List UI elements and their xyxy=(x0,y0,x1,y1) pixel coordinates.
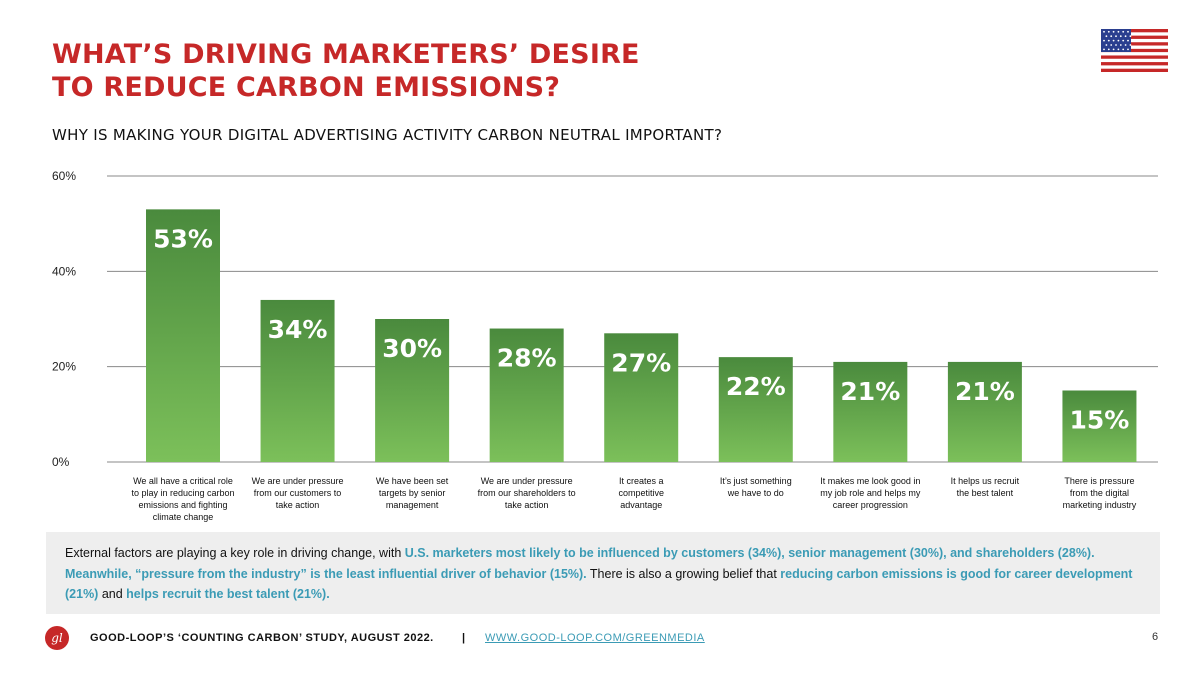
data-label: 22% xyxy=(726,372,786,401)
x-tick-label: It makes me look good in my job role and … xyxy=(820,476,921,510)
x-tick-label: We all have a critical role to play in re… xyxy=(131,476,234,522)
y-tick-label: 0% xyxy=(52,455,70,469)
data-label: 53% xyxy=(153,224,213,253)
data-label: 21% xyxy=(840,377,900,406)
greenmedia-link[interactable]: WWW.GOOD-LOOP.COM/GREENMEDIA xyxy=(485,632,705,644)
y-tick-label: 20% xyxy=(52,360,76,374)
x-tick-label: It’s just something we have to do xyxy=(720,476,792,498)
bar xyxy=(489,328,564,462)
data-label: 30% xyxy=(382,334,442,363)
bar xyxy=(146,209,220,462)
page-title: WHAT’S DRIVING MARKETERS’ DESIRE TO REDU… xyxy=(52,38,640,104)
bar xyxy=(1062,390,1137,462)
data-label: 28% xyxy=(497,344,557,373)
data-label: 27% xyxy=(611,348,671,377)
x-tick-label: It creates a competitive advantage xyxy=(618,476,664,510)
x-tick-label: We are under pressure from our customers … xyxy=(252,476,344,510)
x-tick-label: We have been set targets by senior managem… xyxy=(376,476,449,510)
x-tick-label: We are under pressure from our shareholde… xyxy=(478,476,576,510)
data-label: 21% xyxy=(955,377,1015,406)
footer-separator: | xyxy=(462,632,466,644)
note-text-1: External factors are playing a key role … xyxy=(65,546,405,560)
bar xyxy=(833,361,908,462)
page-number: 6 xyxy=(1152,631,1159,643)
bar xyxy=(604,333,679,462)
study-citation: GOOD-LOOP’S ‘COUNTING CARBON’ STUDY, AUG… xyxy=(90,632,434,644)
data-label: 15% xyxy=(1070,406,1130,435)
bar xyxy=(260,299,335,462)
x-tick-label: There is pressure from the digital marketi… xyxy=(1063,476,1137,510)
bar xyxy=(718,357,793,462)
note-text-2: There is also a growing belief that xyxy=(586,566,781,581)
bar xyxy=(375,319,450,462)
footer: gl GOOD-LOOP’S ‘COUNTING CARBON’ STUDY, … xyxy=(0,620,1200,660)
page-title-line-1: WHAT’S DRIVING MARKETERS’ DESIRE xyxy=(52,39,640,70)
data-label: 34% xyxy=(268,315,328,344)
note-highlight-3: helps recruit the best talent (21%). xyxy=(126,587,330,601)
bar xyxy=(947,361,1022,462)
page-title-line-2: TO REDUCE CARBON EMISSIONS? xyxy=(52,72,561,103)
y-tick-label: 40% xyxy=(52,264,76,278)
bar-chart: 0% 20% 40% 60% 53% We all have a critical ro… xyxy=(52,169,1158,522)
chart-title: WHY IS MAKING YOUR DIGITAL ADVERTISING A… xyxy=(52,126,723,144)
y-tick-label: 60% xyxy=(52,169,76,183)
note-text-3: and xyxy=(98,587,127,601)
x-tick-label: It helps us recruit the best talent xyxy=(951,476,1020,498)
us-flag-icon xyxy=(1101,29,1168,72)
good-loop-logo: gl xyxy=(45,626,69,650)
note-highlight-1: U.S. marketers most likely to be influen… xyxy=(65,546,1095,581)
note-highlight-2: reducing carbon emissions is good for ca… xyxy=(65,566,1133,602)
insight-note: External factors are playing a key role … xyxy=(46,532,1160,614)
